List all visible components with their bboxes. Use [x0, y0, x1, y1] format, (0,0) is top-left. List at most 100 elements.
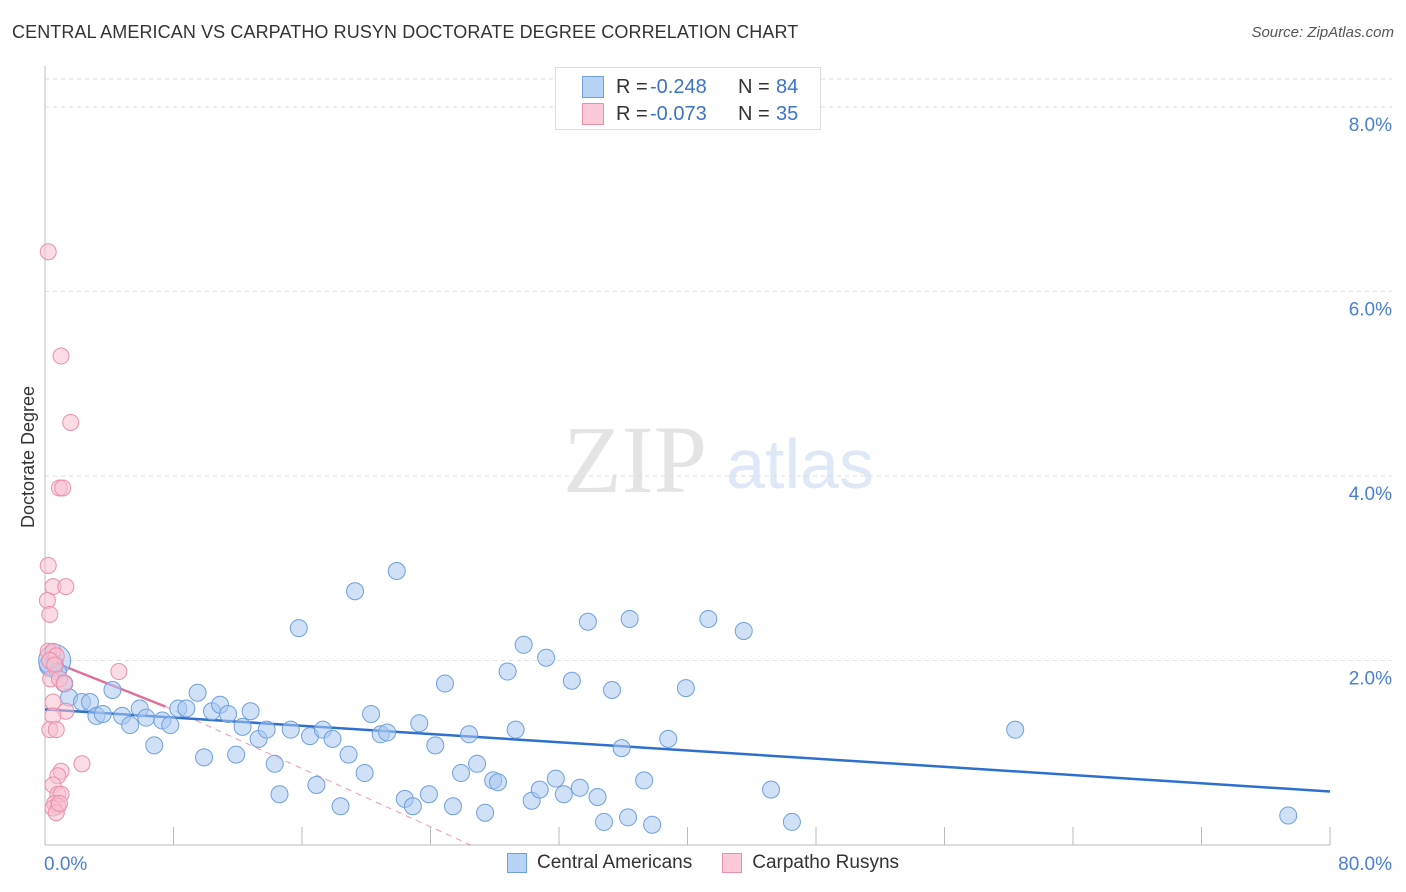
- data-point-central-americans: [476, 803, 495, 822]
- data-point-central-americans: [257, 720, 276, 739]
- r-label: R =: [616, 102, 648, 125]
- data-point-central-americans: [362, 704, 381, 723]
- data-point-central-americans: [137, 708, 156, 727]
- data-point-central-americans: [265, 754, 284, 773]
- data-point-carpatho-rusyns: [54, 479, 72, 497]
- data-point-carpatho-rusyns: [39, 243, 57, 261]
- data-point-central-americans: [270, 785, 289, 804]
- data-point-central-americans: [546, 769, 565, 788]
- data-point-central-americans: [443, 797, 462, 816]
- watermark-atlas: atlas: [726, 425, 874, 503]
- trend-line-central-americans: [44, 708, 1331, 793]
- n-value: 35: [776, 102, 799, 125]
- r-value: -0.073: [650, 102, 707, 125]
- r-label: R =: [616, 75, 648, 98]
- data-point-carpatho-rusyns: [57, 578, 75, 596]
- data-point-central-americans: [233, 717, 252, 736]
- data-point-central-americans: [177, 699, 196, 718]
- data-point-central-americans: [643, 815, 662, 834]
- bottom-legend: Central Americans Carpatho Rusyns: [0, 852, 1406, 874]
- data-point-central-americans: [620, 609, 639, 628]
- series-central-americans: [38, 561, 1298, 834]
- data-point-central-americans: [734, 621, 753, 640]
- data-point-central-americans: [460, 725, 479, 744]
- data-point-central-americans: [93, 704, 112, 723]
- data-point-central-americans: [498, 662, 517, 681]
- data-point-central-americans: [562, 671, 581, 690]
- data-point-central-americans: [554, 785, 573, 804]
- legend-label-central-americans: Central Americans: [536, 852, 693, 873]
- data-point-central-americans: [161, 716, 180, 735]
- n-label: N =: [738, 75, 770, 98]
- data-point-central-americans: [1006, 720, 1025, 739]
- data-point-central-americans: [578, 612, 597, 631]
- y-axis-label: Doctorate Degree: [18, 386, 38, 528]
- data-point-carpatho-rusyns: [41, 605, 59, 623]
- data-point-carpatho-rusyns: [55, 675, 73, 693]
- data-point-central-americans: [219, 704, 238, 723]
- data-point-central-americans: [227, 745, 246, 764]
- data-point-carpatho-rusyns: [50, 794, 68, 812]
- data-point-carpatho-rusyns: [39, 556, 57, 574]
- data-point-central-americans: [331, 797, 350, 816]
- data-point-central-americans: [241, 702, 260, 721]
- data-point-central-americans: [659, 729, 678, 748]
- data-point-carpatho-rusyns: [62, 413, 80, 431]
- data-point-central-americans: [426, 736, 445, 755]
- data-point-carpatho-rusyns: [52, 347, 70, 365]
- data-point-central-americans: [588, 788, 607, 807]
- data-point-central-americans: [435, 674, 454, 693]
- legend-swatch-blue: [506, 853, 527, 873]
- watermark-zip: ZIP: [563, 406, 707, 513]
- legend-item-carpatho-rusyns[interactable]: Carpatho Rusyns: [722, 852, 899, 874]
- data-point-central-americans: [635, 771, 654, 790]
- stats-swatch-pink: [582, 103, 604, 125]
- data-point-central-americans: [488, 773, 507, 792]
- data-point-central-americans: [1279, 806, 1298, 825]
- data-point-central-americans: [103, 681, 122, 699]
- data-point-central-americans: [387, 561, 406, 580]
- data-point-carpatho-rusyns: [44, 707, 62, 725]
- watermark: ZIP atlas: [563, 406, 874, 513]
- data-point-carpatho-rusyns: [73, 755, 91, 773]
- data-point-central-americans: [514, 635, 533, 654]
- data-point-central-americans: [346, 582, 365, 601]
- legend-swatch-pink: [722, 853, 743, 873]
- stats-swatch-blue: [582, 76, 604, 98]
- trend-line-carpatho-rusyns-extension: [165, 706, 471, 846]
- series-carpatho-rusyns: [38, 243, 128, 822]
- chart-title: CENTRAL AMERICAN VS CARPATHO RUSYN DOCTO…: [12, 22, 799, 42]
- legend-item-central-americans[interactable]: Central Americans: [506, 852, 693, 874]
- data-point-central-americans: [468, 754, 487, 773]
- data-point-central-americans: [603, 681, 622, 699]
- r-value: -0.248: [650, 75, 707, 98]
- data-point-central-americans: [307, 776, 326, 795]
- data-point-central-americans: [530, 780, 549, 799]
- x-tick-label: 0.0%: [44, 854, 87, 875]
- source-label: Source: ZipAtlas.com: [1251, 24, 1394, 41]
- y-tick-label: 6.0%: [1349, 299, 1392, 320]
- data-point-central-americans: [339, 745, 358, 764]
- data-point-central-americans: [188, 683, 207, 702]
- data-point-central-americans: [782, 812, 801, 831]
- y-tick-label: 2.0%: [1349, 668, 1392, 689]
- data-point-central-americans: [570, 778, 589, 797]
- data-point-central-americans: [323, 729, 342, 748]
- data-point-central-americans: [121, 716, 140, 735]
- tick-labels: 2.0% 4.0% 6.0% 8.0% 0.0% 80.0%: [44, 115, 1392, 875]
- y-tick-label: 8.0%: [1349, 115, 1392, 136]
- data-point-central-americans: [594, 812, 613, 831]
- data-point-central-americans: [281, 720, 300, 739]
- data-point-central-americans: [145, 736, 164, 755]
- stats-legend: R = -0.248 N = 84 R = -0.073 N = 35: [555, 67, 821, 130]
- data-point-central-americans: [619, 808, 638, 827]
- data-point-central-americans: [699, 609, 718, 628]
- data-point-central-americans: [195, 748, 214, 767]
- data-point-central-americans: [289, 619, 308, 638]
- n-label: N =: [738, 102, 770, 125]
- stats-row-central-americans: R = -0.248 N = 84: [582, 74, 798, 100]
- data-point-carpatho-rusyns: [38, 592, 56, 610]
- data-point-central-americans: [378, 723, 397, 742]
- stats-row-carpatho-rusyns: R = -0.073 N = 35: [582, 101, 798, 127]
